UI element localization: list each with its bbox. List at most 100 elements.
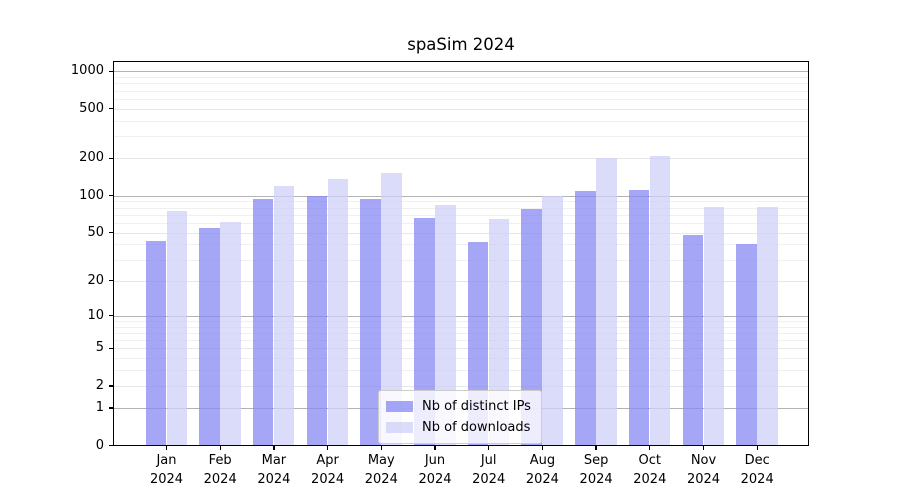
bar-distinct-ips bbox=[199, 228, 220, 446]
y-tick-mark bbox=[108, 315, 113, 317]
y-tick-label: 1 bbox=[95, 399, 104, 415]
x-tick-label: Oct 2024 bbox=[618, 451, 682, 489]
y-gridline bbox=[113, 222, 809, 224]
y-gridline bbox=[113, 259, 809, 261]
y-gridline bbox=[113, 201, 809, 203]
x-tick-label: Mar 2024 bbox=[242, 451, 306, 489]
x-tick-label: Nov 2024 bbox=[672, 451, 736, 489]
x-tick-year: 2024 bbox=[311, 472, 345, 487]
x-tick-mark bbox=[165, 445, 168, 450]
x-tick-mark bbox=[649, 445, 651, 450]
x-tick-label: Jun 2024 bbox=[403, 451, 467, 489]
x-tick-label: Apr 2024 bbox=[296, 451, 360, 489]
y-gridline bbox=[113, 340, 809, 342]
x-tick-year: 2024 bbox=[579, 472, 613, 487]
y-tick-label: 100 bbox=[79, 187, 104, 203]
x-tick-mark bbox=[434, 445, 436, 450]
y-gridline bbox=[113, 386, 809, 387]
y-tick-label: 5 bbox=[95, 340, 104, 356]
y-gridline bbox=[113, 358, 809, 360]
y-gridline bbox=[113, 370, 809, 372]
chart-title: spaSim 2024 bbox=[407, 35, 515, 54]
y-gridline bbox=[113, 326, 809, 328]
bar-distinct-ips bbox=[521, 208, 542, 446]
x-tick-mark bbox=[541, 445, 544, 450]
bar-downloads bbox=[220, 221, 241, 446]
y-tick-mark bbox=[108, 347, 113, 350]
x-tick-month: Nov bbox=[690, 453, 717, 468]
x-tick-year: 2024 bbox=[525, 472, 559, 487]
x-tick-label: Aug 2024 bbox=[510, 451, 574, 489]
bar-downloads bbox=[327, 178, 349, 446]
y-tick-mark bbox=[108, 444, 113, 447]
y-tick-label: 2 bbox=[95, 377, 104, 393]
x-tick-year: 2024 bbox=[633, 472, 667, 487]
y-tick-mark bbox=[108, 108, 113, 110]
y-tick-mark bbox=[108, 385, 113, 387]
x-tick-year: 2024 bbox=[364, 472, 398, 487]
bar-distinct-ips bbox=[682, 234, 703, 446]
x-tick-month: Aug bbox=[529, 453, 556, 468]
y-gridline bbox=[113, 136, 809, 138]
x-tick-label: Feb 2024 bbox=[188, 451, 252, 489]
bar-downloads bbox=[596, 158, 617, 446]
y-gridline bbox=[113, 90, 809, 92]
x-tick-label: Jul 2024 bbox=[457, 451, 521, 489]
y-tick-mark bbox=[108, 194, 113, 197]
x-tick-month: Mar bbox=[261, 453, 287, 468]
x-tick-label: Dec 2024 bbox=[725, 451, 789, 489]
legend-swatch bbox=[386, 421, 413, 433]
y-gridline bbox=[113, 232, 809, 234]
y-tick-label: 200 bbox=[79, 150, 104, 166]
x-tick-month: Jan bbox=[156, 453, 177, 468]
x-tick-month: Jul bbox=[480, 453, 497, 468]
x-tick-year: 2024 bbox=[472, 472, 506, 487]
y-tick-mark bbox=[108, 231, 113, 234]
y-tick-mark bbox=[108, 157, 113, 159]
y-gridline bbox=[113, 244, 809, 246]
x-tick-year: 2024 bbox=[686, 472, 721, 487]
legend-item: Nb of distinct IPs bbox=[386, 396, 531, 417]
legend-item: Nb of downloads bbox=[386, 417, 531, 438]
y-gridline bbox=[113, 83, 809, 85]
bar-distinct-ips bbox=[360, 198, 381, 446]
y-gridline bbox=[113, 214, 809, 216]
legend: Nb of distinct IPs Nb of downloads bbox=[378, 389, 542, 444]
y-gridline bbox=[113, 195, 809, 197]
y-gridline bbox=[113, 71, 809, 73]
bar-distinct-ips bbox=[145, 240, 166, 446]
x-tick-month: May bbox=[367, 453, 395, 468]
x-tick-label: May 2024 bbox=[349, 451, 413, 489]
bar-downloads bbox=[435, 204, 456, 446]
grid-layer bbox=[113, 61, 809, 446]
plot-area: Nb of distinct IPs Nb of downloads bbox=[113, 60, 809, 446]
x-tick-year: 2024 bbox=[257, 472, 291, 487]
x-tick-mark bbox=[326, 445, 329, 450]
x-tick-month: Sep bbox=[583, 453, 609, 468]
y-gridline bbox=[113, 320, 809, 322]
y-tick-label: 10 bbox=[87, 307, 104, 323]
x-tick-mark bbox=[756, 445, 758, 450]
x-tick-year: 2024 bbox=[418, 472, 452, 487]
legend-label: Nb of downloads bbox=[422, 419, 531, 435]
bar-downloads bbox=[542, 195, 563, 446]
x-tick-year: 2024 bbox=[149, 472, 184, 487]
y-gridline bbox=[113, 98, 809, 100]
x-tick-label: Sep 2024 bbox=[564, 451, 628, 489]
bar-distinct-ips bbox=[252, 198, 274, 446]
x-tick-month: Oct bbox=[638, 453, 662, 468]
bar-distinct-ips bbox=[414, 217, 435, 446]
y-gridline bbox=[113, 332, 809, 334]
bar-downloads bbox=[757, 206, 778, 446]
bar-downloads bbox=[649, 155, 671, 446]
y-tick-label: 50 bbox=[87, 224, 104, 240]
x-tick-month: Dec bbox=[744, 453, 770, 468]
bar-downloads bbox=[703, 206, 724, 446]
x-tick-year: 2024 bbox=[203, 472, 237, 487]
y-tick-label: 0 bbox=[95, 437, 104, 453]
bar-downloads bbox=[166, 210, 187, 446]
legend-swatch bbox=[386, 400, 413, 412]
x-tick-mark bbox=[273, 445, 275, 450]
bar-distinct-ips bbox=[628, 190, 650, 446]
